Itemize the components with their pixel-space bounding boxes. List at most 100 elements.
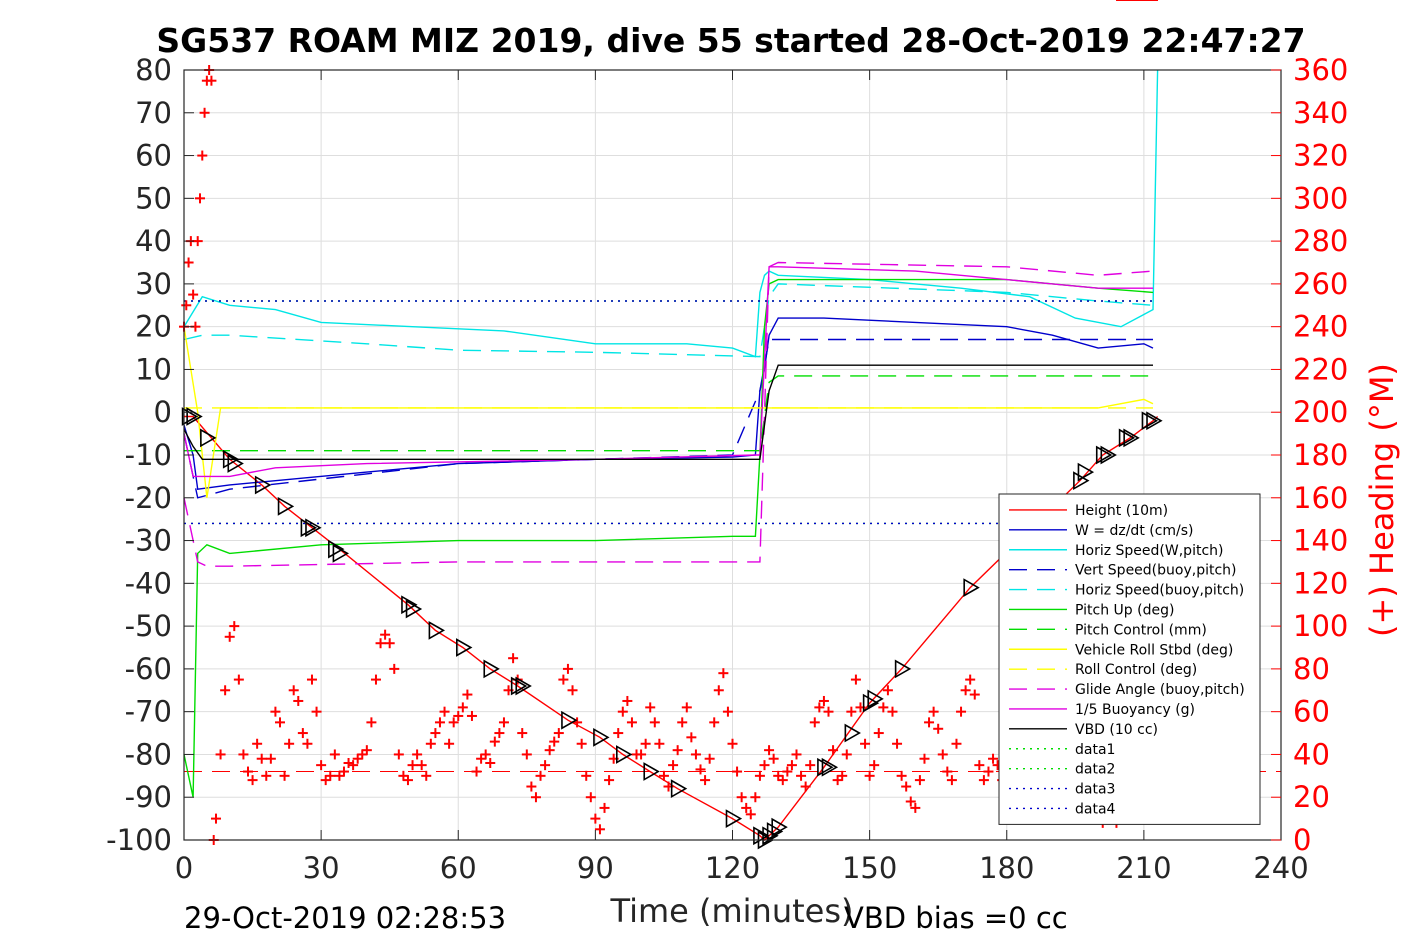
legend-label: data3 [1075,782,1115,798]
heading-point [636,749,647,760]
heading-point [197,150,208,161]
heading-point [480,749,491,760]
triangle-marker [771,817,788,837]
heading-point [860,738,871,749]
heading-point [713,685,724,696]
heading-point [800,781,811,792]
heading-point [864,770,875,781]
heading-point [850,674,861,685]
legend-item: VBD (10 cc) [1009,722,1158,738]
heading-point [325,770,336,781]
heading-point [869,760,880,771]
triangle-marker [1141,411,1159,431]
heading-point [338,766,349,777]
heading-point [549,736,560,747]
triangle-marker [1146,411,1163,431]
triangle-marker [725,809,743,828]
triangle-marker [1100,445,1117,465]
heading-point [567,685,578,696]
legend-item: Vert Speed(buoy,pitch) [1009,563,1237,579]
triangle-marker [405,599,423,619]
heading-point [448,717,459,728]
y-tick-label: -40 [125,566,172,600]
heading-point [306,674,317,685]
heading-point [188,289,199,300]
heading-point [297,728,308,739]
legend-label: W = dz/dt (cm/s) [1075,523,1194,539]
triangle-marker [277,496,295,516]
x-tick-label: 150 [842,851,897,885]
legend-label: Pitch Up (deg) [1075,602,1174,618]
legend-item: 1/5 Buoyancy (g) [1009,702,1195,718]
heading-point [805,760,816,771]
heading-point [430,728,441,739]
heading-point [690,749,701,760]
legend-label: 1/5 Buoyancy (g) [1075,702,1195,718]
y-tick-label: 10 [135,352,172,386]
triangle-marker [867,689,884,709]
legend-label: VBD (10 cc) [1075,722,1158,738]
y-tick-label: -50 [125,609,172,643]
triangle-marker [1095,445,1113,465]
heading-point [722,706,733,717]
triangle-marker [305,518,322,538]
x-tick-label: 120 [705,851,760,885]
triangle-marker [670,779,688,799]
legend-item: Horiz Speed(W,pitch) [1009,543,1223,559]
heading-point [562,663,573,674]
legend-label: Pitch Control (mm) [1075,622,1207,638]
y-tick-label: -60 [125,652,172,686]
heading-point [274,717,285,728]
y2-tick-label: 340 [1293,96,1348,130]
triangle-marker [401,595,418,615]
heading-point [389,663,400,674]
heading-point [279,770,290,781]
legend-item: data1 [1009,742,1115,758]
heading-point [288,685,299,696]
heading-point [745,809,756,820]
heading-point [668,760,679,771]
triangle-marker [1073,471,1090,491]
triangle-marker [817,757,834,777]
heading-point [873,728,884,739]
heading-point [402,775,413,786]
triangle-marker [593,727,610,747]
heading-point [407,760,418,771]
heading-point [777,775,788,786]
heading-point [896,770,907,781]
heading-point [361,745,372,756]
heading-point [181,300,192,311]
heading-point [416,760,427,771]
y2-axis-ticks: 3603403203002802602402202001801601401201… [1271,53,1348,857]
heading-point [791,749,802,760]
heading-point [462,689,473,700]
heading-point [841,749,852,760]
y2-tick-label: 300 [1293,181,1348,215]
heading-point [210,813,221,824]
chart-title: SG537 ROAM MIZ 2019, dive 55 started 28-… [156,21,1305,60]
heading-point [526,781,537,792]
triangle-marker [862,693,880,713]
triangle-marker [963,578,980,597]
heading-point [343,758,354,768]
heading-point [425,738,436,749]
legend-item: Glide Angle (buoy,pitch) [1009,682,1245,698]
x-tick-label: 60 [440,851,477,885]
heading-point [960,685,971,696]
triangle-marker [1123,428,1140,448]
legend-label: data4 [1075,801,1116,817]
triangle-marker [766,822,784,841]
heading-point [329,749,340,760]
x-tick-label: 210 [1116,851,1171,885]
heading-point [951,738,962,749]
triangle-marker [428,621,446,640]
y-tick-label: 40 [135,224,172,258]
heading-point [814,702,825,713]
heading-point [599,802,610,813]
heading-point [658,770,669,781]
y-tick-label: 0 [154,395,172,429]
legend-item: Pitch Control (mm) [1009,622,1207,638]
heading-point [887,706,898,717]
heading-point [494,728,505,739]
